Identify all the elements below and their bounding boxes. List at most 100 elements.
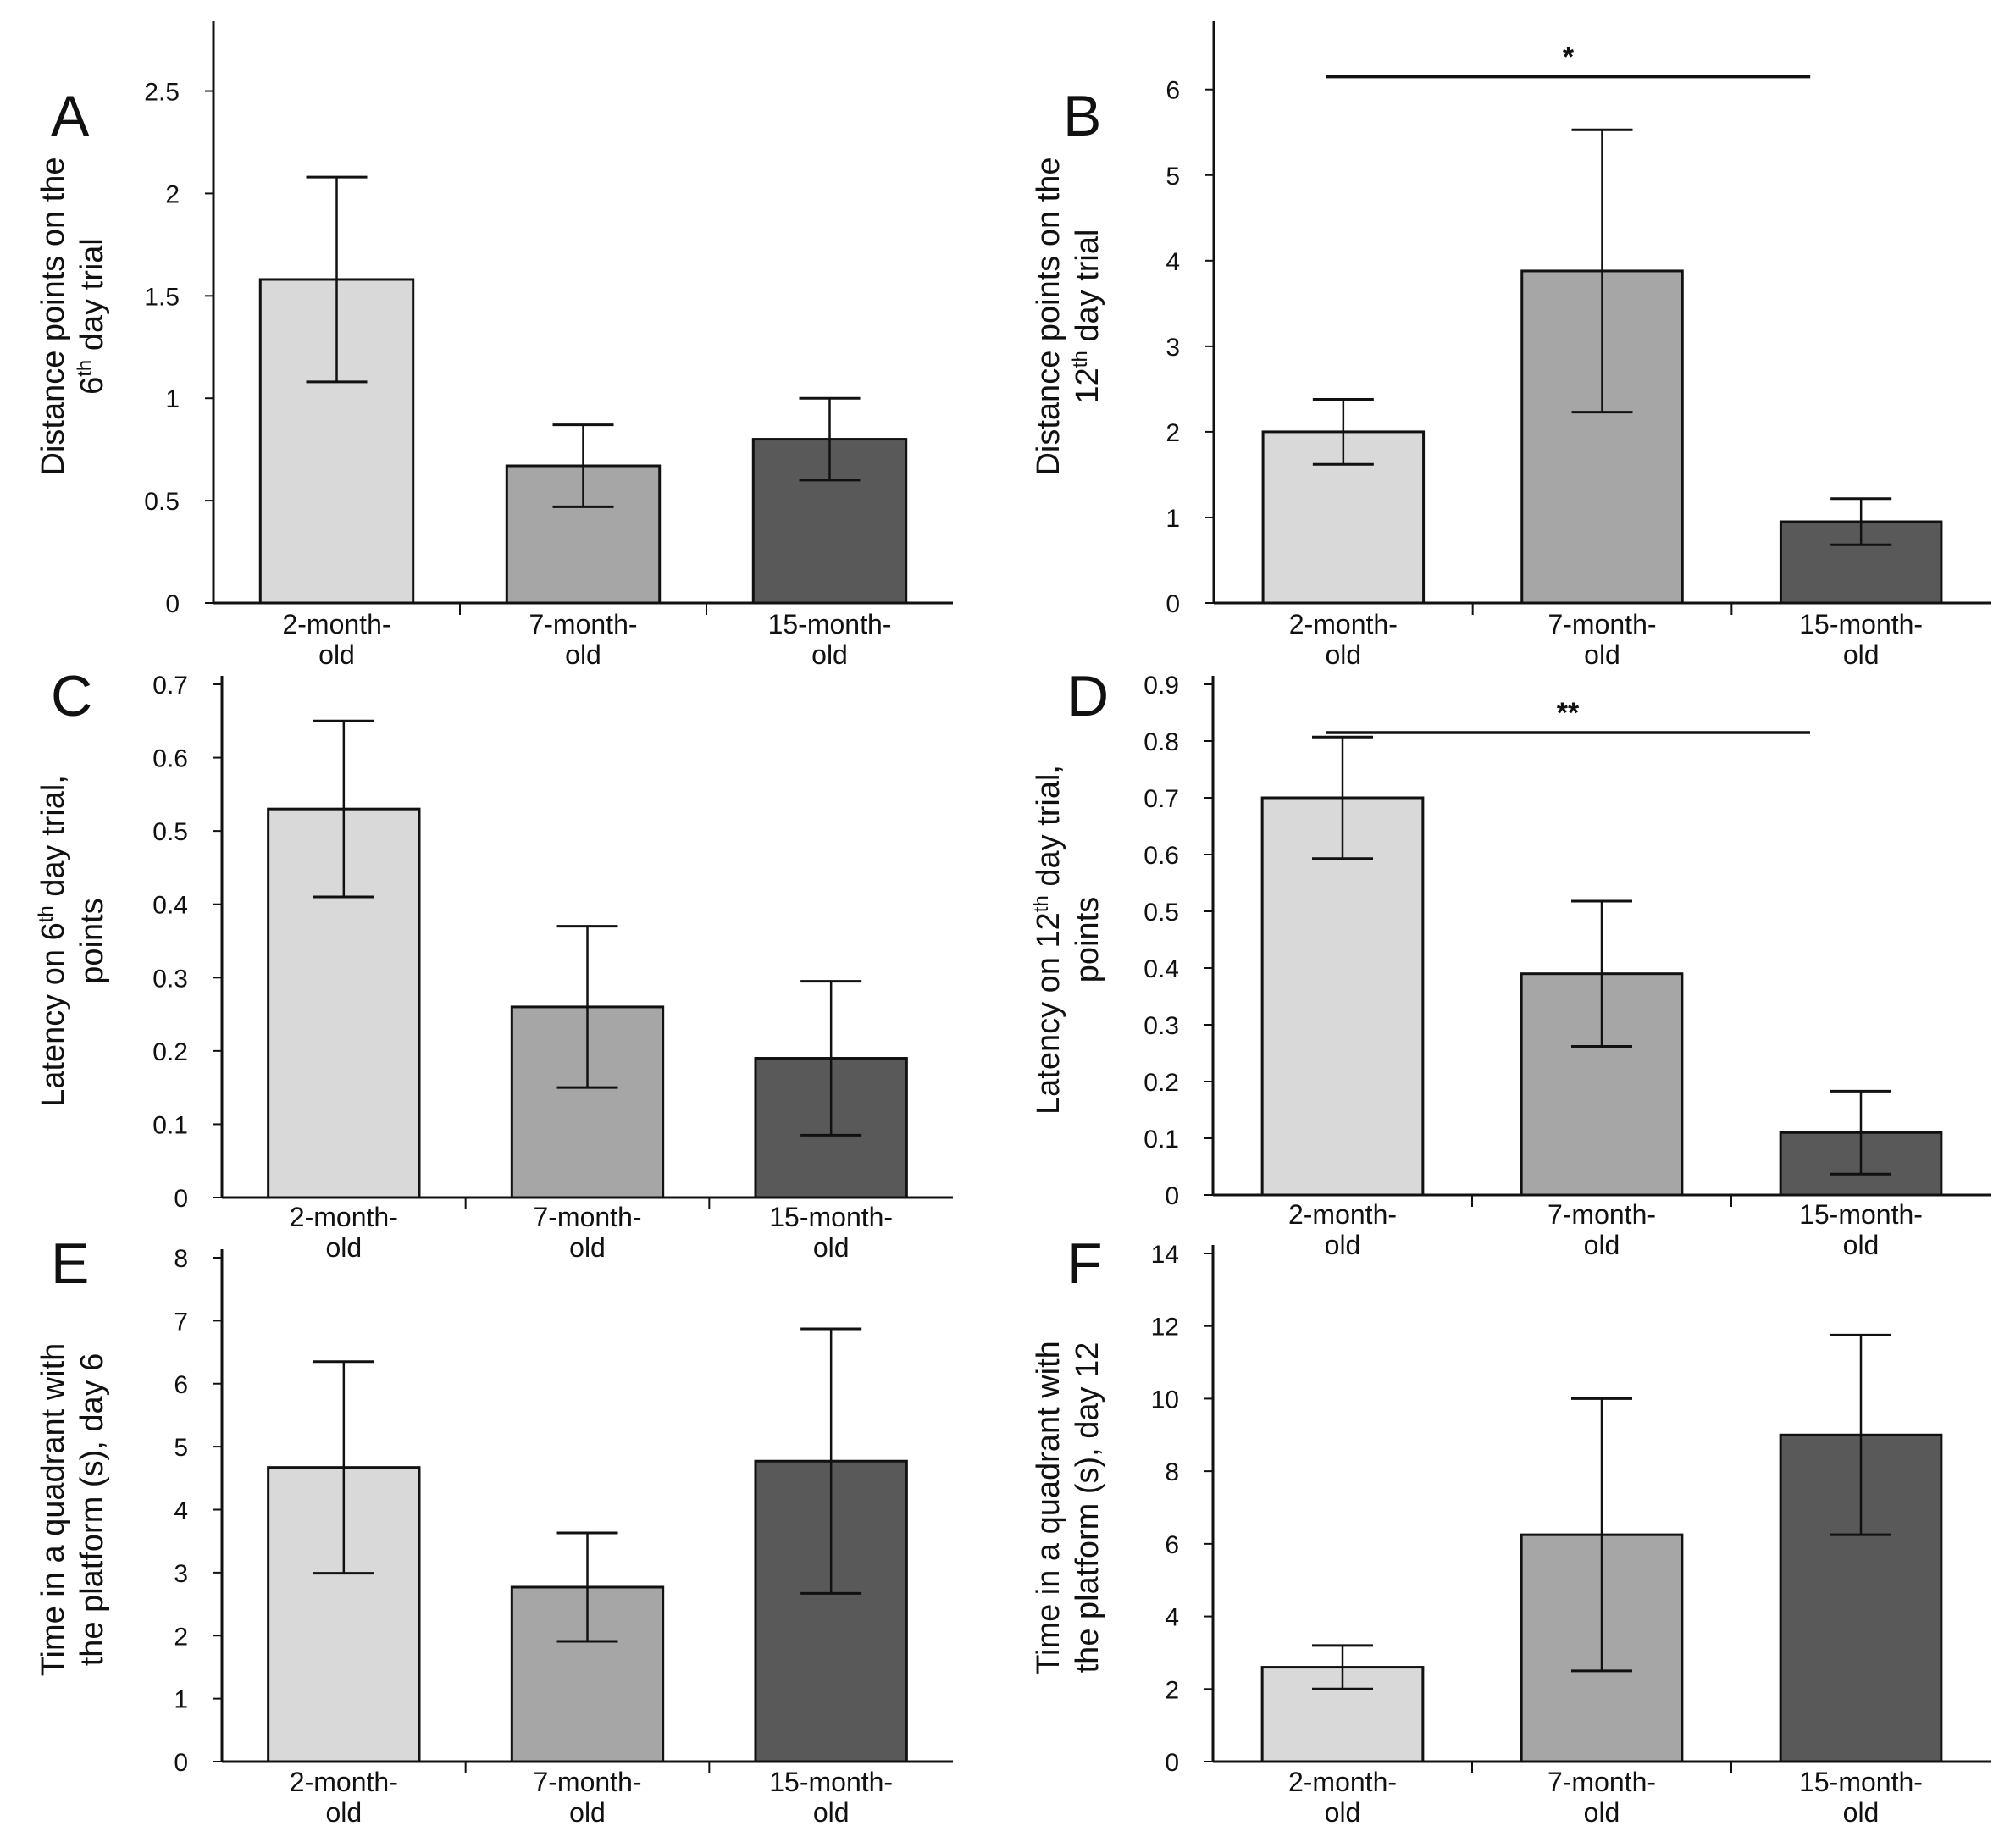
y-tick-label: 0.2 [152,1038,188,1066]
category-label: 15-month- [1799,1199,1923,1230]
category-label: 7-month- [1548,1199,1656,1230]
category-label: old [1584,1797,1620,1828]
category-label: old [318,639,355,670]
category-label: 15-month- [769,1767,893,1797]
category-label: old [1843,639,1880,670]
y-tick-label: 1 [1166,505,1180,533]
category-label: old [569,1232,606,1263]
y-tick-label: 1 [165,385,180,413]
y-tick-label: 0.3 [152,965,188,993]
category-label: 7-month- [529,609,637,639]
y-tick-label: 8 [174,1245,188,1273]
y-tick-label: 2.5 [144,79,180,107]
y-axis-label: Latency on 12th day trial, [1030,765,1067,1115]
y-tick-label: 1 [174,1686,188,1714]
chart-panel-e: E0123456782-month-old7-month-old15-month… [36,1231,953,1828]
panel-letter: E [51,1231,89,1296]
y-tick-label: 3 [174,1560,188,1588]
y-tick-label: 0 [1166,590,1180,618]
significance-label: ** [1557,697,1580,729]
y-tick-label: 3 [1166,334,1180,362]
category-label: old [325,1232,362,1263]
y-axis-label: the platform (s), day 6 [75,1353,110,1667]
y-tick-label: 2 [174,1623,188,1651]
y-axis-label: Time in a quadrant with [36,1343,71,1677]
category-label: 15-month- [1799,609,1923,639]
y-tick-label: 0.7 [1143,785,1179,813]
y-tick-label: 4 [174,1497,188,1525]
y-axis-label: Time in a quadrant with [1031,1341,1066,1674]
chart-panel-a: A00.511.522.52-month-old7-month-old15-mo… [36,21,953,670]
category-label: old [1325,639,1361,670]
y-tick-label: 0 [174,1749,188,1777]
category-label: old [1843,1797,1880,1828]
panel-letter: C [51,664,92,728]
y-tick-label: 0.7 [152,672,188,700]
panel-letter: A [51,84,90,148]
category-label: 2-month- [290,1767,398,1797]
y-tick-label: 4 [1165,1604,1179,1632]
y-tick-label: 6 [174,1371,188,1399]
y-tick-label: 14 [1151,1241,1179,1269]
y-tick-label: 0.6 [152,745,188,773]
y-tick-label: 0 [174,1185,188,1213]
panel-letter: D [1067,664,1109,728]
category-label: old [325,1797,362,1828]
y-tick-label: 5 [174,1434,188,1462]
y-tick-label: 0.9 [1143,672,1179,700]
category-label: 2-month- [1288,1199,1397,1230]
y-tick-label: 0 [165,590,180,618]
y-tick-label: 0.6 [1143,842,1179,870]
category-label: old [1584,1230,1620,1260]
y-axis-label: points [75,898,110,983]
y-tick-label: 0.3 [1143,1012,1179,1040]
y-axis-label: 12th day trial [1069,230,1106,404]
y-tick-label: 0.2 [1143,1069,1179,1097]
category-label: old [565,639,601,670]
y-axis-label: the platform (s), day 12 [1070,1342,1105,1674]
y-tick-label: 0.5 [152,818,188,846]
bar [505,464,662,605]
category-label: 7-month- [1548,609,1656,639]
y-tick-label: 0.8 [1143,728,1179,756]
significance-label: * [1563,41,1575,74]
y-tick-label: 0.4 [1143,955,1179,983]
y-tick-label: 12 [1151,1314,1179,1342]
y-tick-label: 6 [1166,77,1180,105]
y-axis-label: points [1070,897,1105,982]
category-label: old [1843,1230,1880,1260]
category-label: 2-month- [1289,609,1398,639]
bar [1260,1666,1425,1763]
panel-letter: F [1067,1231,1103,1296]
y-tick-label: 6 [1165,1531,1179,1559]
y-tick-label: 0 [1165,1182,1179,1210]
y-tick-label: 2 [165,180,180,208]
y-tick-label: 2 [1165,1676,1179,1704]
category-label: 15-month- [1799,1767,1923,1797]
y-tick-label: 4 [1166,248,1180,276]
chart-panel-b: B01234562-month-old7-month-old15-month-o… [1031,21,1991,670]
y-tick-label: 10 [1151,1386,1179,1414]
category-label: 7-month- [533,1767,641,1797]
chart-panel-f: F024681012142-month-old7-month-old15-mon… [1031,1231,1991,1828]
category-label: 15-month- [769,1202,893,1232]
bar [751,438,908,605]
y-tick-label: 5 [1166,163,1180,191]
y-tick-label: 7 [174,1308,188,1336]
category-label: 15-month- [768,609,892,639]
y-axis-label: Latency on 6th day trial, [35,775,72,1107]
y-tick-label: 0.5 [1143,899,1179,927]
panel-letter: B [1063,84,1101,148]
category-label: old [813,1797,850,1828]
chart-panel-d: D 0 0.1 0.2 0.3 0.4 0.5 0.6 0.7 0.8 0.9 2-month-old… [1030,664,1991,1260]
y-tick-label: 0.1 [1143,1126,1179,1154]
category-label: 7-month- [1548,1767,1656,1797]
y-axis-label: Distance points on the [1031,157,1066,475]
category-label: old [569,1797,606,1828]
y-tick-label: 0.1 [152,1111,188,1139]
y-tick-label: 1.5 [144,283,180,311]
category-label: old [811,639,848,670]
y-axis-label: 6th day trial [74,238,111,395]
y-tick-label: 8 [1165,1458,1179,1486]
